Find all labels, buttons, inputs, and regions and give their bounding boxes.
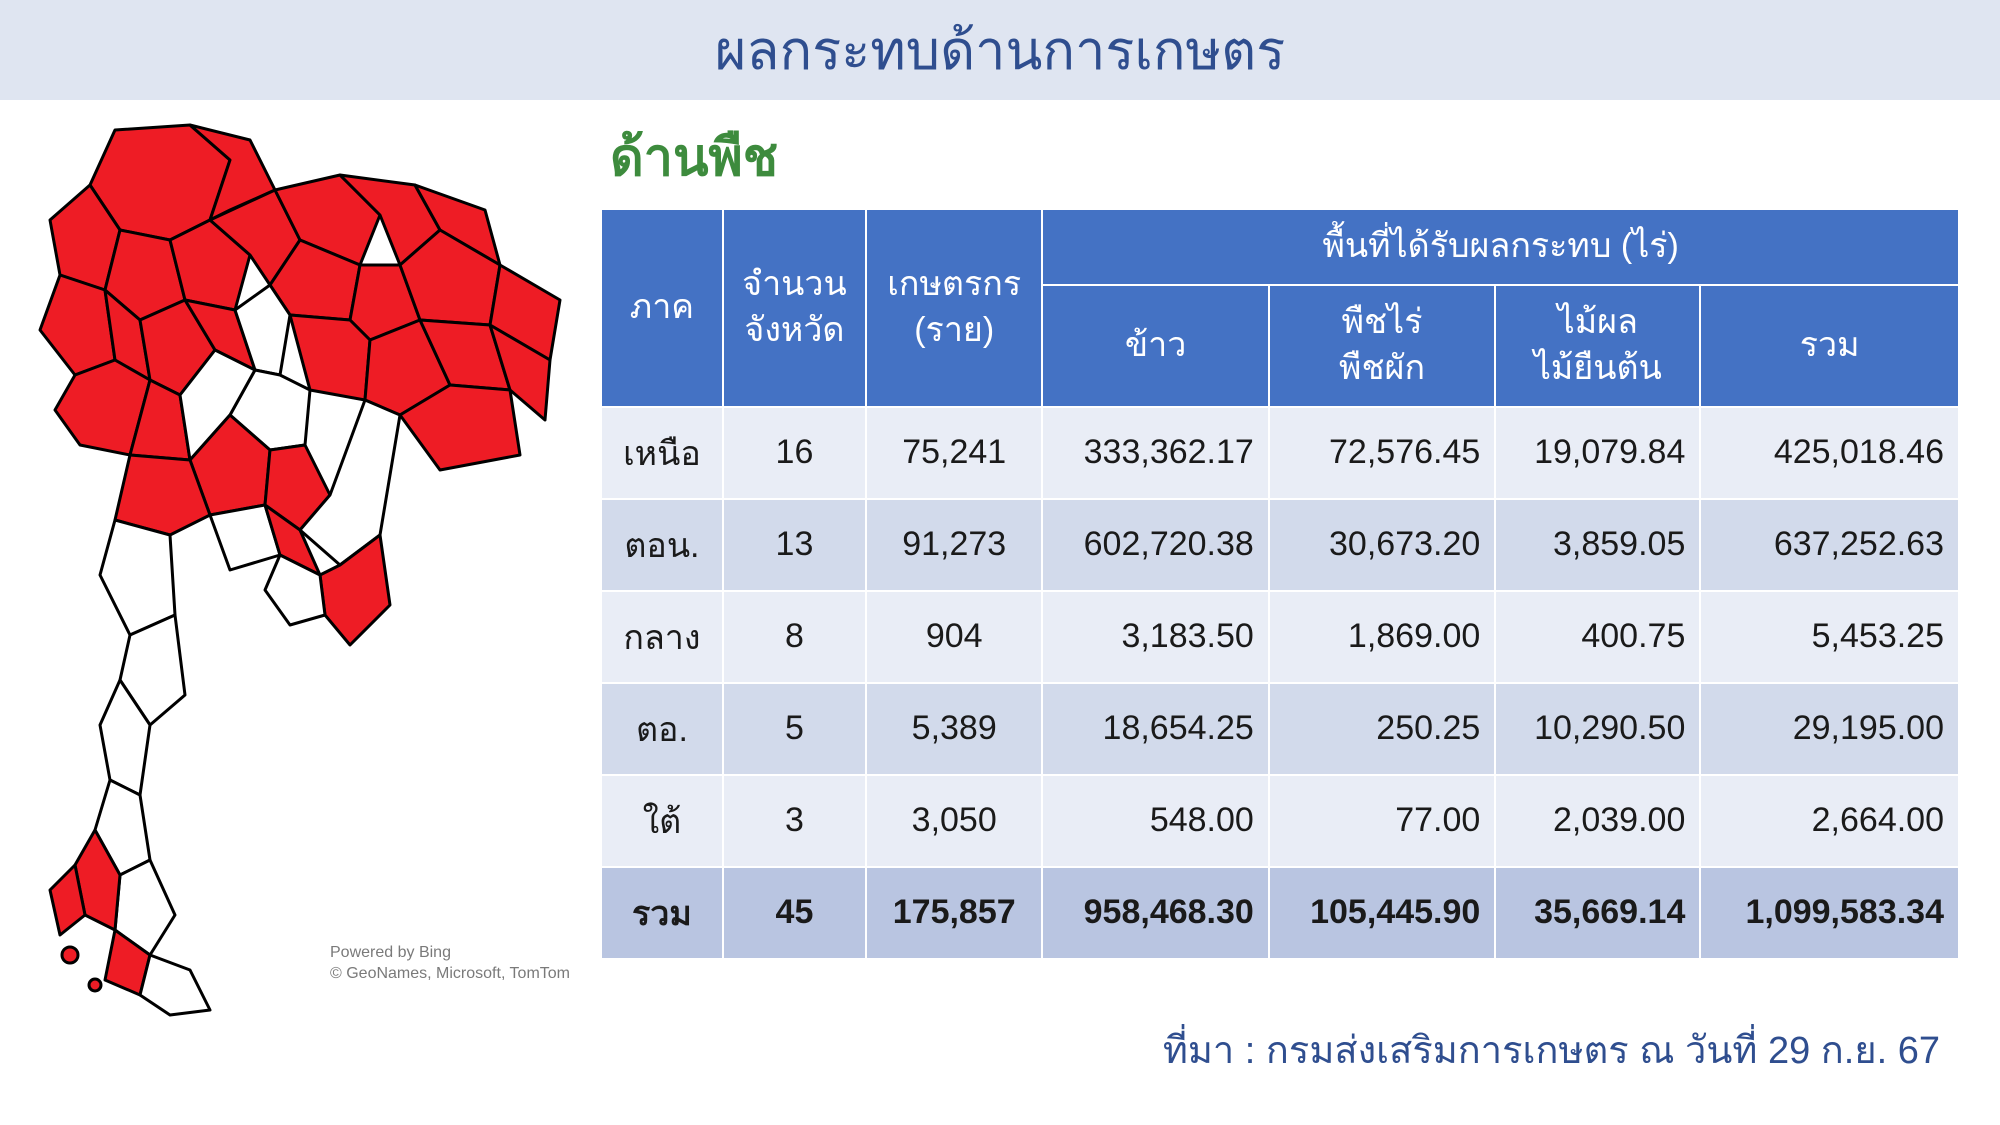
cell-fruit: 400.75 — [1495, 591, 1700, 683]
content-area: Powered by Bing © GeoNames, Microsoft, T… — [0, 100, 2000, 1030]
cell-rice: 958,468.30 — [1042, 867, 1268, 959]
cell-total: 5,453.25 — [1700, 591, 1959, 683]
cell-prov: 13 — [723, 499, 866, 591]
cell-field: 72,576.45 — [1269, 407, 1495, 499]
cell-region: รวม — [601, 867, 723, 959]
cell-rice: 333,362.17 — [1042, 407, 1268, 499]
th-fruit-tree: ไม้ผล ไม้ยืนต้น — [1495, 285, 1700, 407]
thailand-map-svg — [20, 115, 580, 1025]
th-farmers: เกษตรกร (ราย) — [866, 209, 1042, 407]
cell-field: 1,869.00 — [1269, 591, 1495, 683]
table-row: ตอ. 5 5,389 18,654.25 250.25 10,290.50 2… — [601, 683, 1959, 775]
cell-farmers: 5,389 — [866, 683, 1042, 775]
cell-field: 30,673.20 — [1269, 499, 1495, 591]
th-rice: ข้าว — [1042, 285, 1268, 407]
cell-total: 1,099,583.34 — [1700, 867, 1959, 959]
cell-field: 77.00 — [1269, 775, 1495, 867]
th-provinces: จำนวน จังหวัด — [723, 209, 866, 407]
cell-prov: 16 — [723, 407, 866, 499]
table-row: ใต้ 3 3,050 548.00 77.00 2,039.00 2,664.… — [601, 775, 1959, 867]
footer-source: ที่มา : กรมส่งเสริมการเกษตร ณ วันที่ 29 … — [1163, 1019, 1940, 1080]
cell-farmers: 3,050 — [866, 775, 1042, 867]
cell-fruit: 3,859.05 — [1495, 499, 1700, 591]
map-attrib-line1: Powered by Bing — [330, 943, 570, 964]
cell-rice: 18,654.25 — [1042, 683, 1268, 775]
cell-prov: 45 — [723, 867, 866, 959]
cell-region: ตอ. — [601, 683, 723, 775]
cell-fruit: 10,290.50 — [1495, 683, 1700, 775]
table-row: ตอน. 13 91,273 602,720.38 30,673.20 3,85… — [601, 499, 1959, 591]
thailand-map: Powered by Bing © GeoNames, Microsoft, T… — [20, 115, 580, 1030]
map-attribution: Powered by Bing © GeoNames, Microsoft, T… — [330, 943, 570, 985]
cell-rice: 602,720.38 — [1042, 499, 1268, 591]
cell-fruit: 19,079.84 — [1495, 407, 1700, 499]
cell-prov: 3 — [723, 775, 866, 867]
cell-prov: 5 — [723, 683, 866, 775]
cell-farmers: 75,241 — [866, 407, 1042, 499]
th-field-veg: พืชไร่ พืชผัก — [1269, 285, 1495, 407]
th-area-group: พื้นที่ได้รับผลกระทบ (ไร่) — [1042, 209, 1959, 285]
cell-farmers: 91,273 — [866, 499, 1042, 591]
cell-fruit: 2,039.00 — [1495, 775, 1700, 867]
cell-farmers: 175,857 — [866, 867, 1042, 959]
cell-region: ใต้ — [601, 775, 723, 867]
header-bar: ผลกระทบด้านการเกษตร — [0, 0, 2000, 100]
cell-field: 250.25 — [1269, 683, 1495, 775]
cell-fruit: 35,669.14 — [1495, 867, 1700, 959]
th-region: ภาค — [601, 209, 723, 407]
table-row: กลาง 8 904 3,183.50 1,869.00 400.75 5,45… — [601, 591, 1959, 683]
cell-rice: 548.00 — [1042, 775, 1268, 867]
map-attrib-line2: © GeoNames, Microsoft, TomTom — [330, 964, 570, 985]
cell-farmers: 904 — [866, 591, 1042, 683]
cell-total: 29,195.00 — [1700, 683, 1959, 775]
th-total-area: รวม — [1700, 285, 1959, 407]
table-total-row: รวม 45 175,857 958,468.30 105,445.90 35,… — [601, 867, 1959, 959]
page-title: ผลกระทบด้านการเกษตร — [715, 7, 1285, 93]
cell-rice: 3,183.50 — [1042, 591, 1268, 683]
cell-total: 637,252.63 — [1700, 499, 1959, 591]
table-row: เหนือ 16 75,241 333,362.17 72,576.45 19,… — [601, 407, 1959, 499]
cell-region: กลาง — [601, 591, 723, 683]
section-title: ด้านพืช — [610, 115, 1960, 198]
cell-region: ตอน. — [601, 499, 723, 591]
cell-total: 2,664.00 — [1700, 775, 1959, 867]
cell-total: 425,018.46 — [1700, 407, 1959, 499]
cell-region: เหนือ — [601, 407, 723, 499]
cell-prov: 8 — [723, 591, 866, 683]
table-area: ด้านพืช ภาค จำนวน จังหวัด เกษตรกร (ราย) … — [600, 115, 1980, 1030]
table-body: เหนือ 16 75,241 333,362.17 72,576.45 19,… — [601, 407, 1959, 959]
cell-field: 105,445.90 — [1269, 867, 1495, 959]
impact-table: ภาค จำนวน จังหวัด เกษตรกร (ราย) พื้นที่ไ… — [600, 208, 1960, 960]
